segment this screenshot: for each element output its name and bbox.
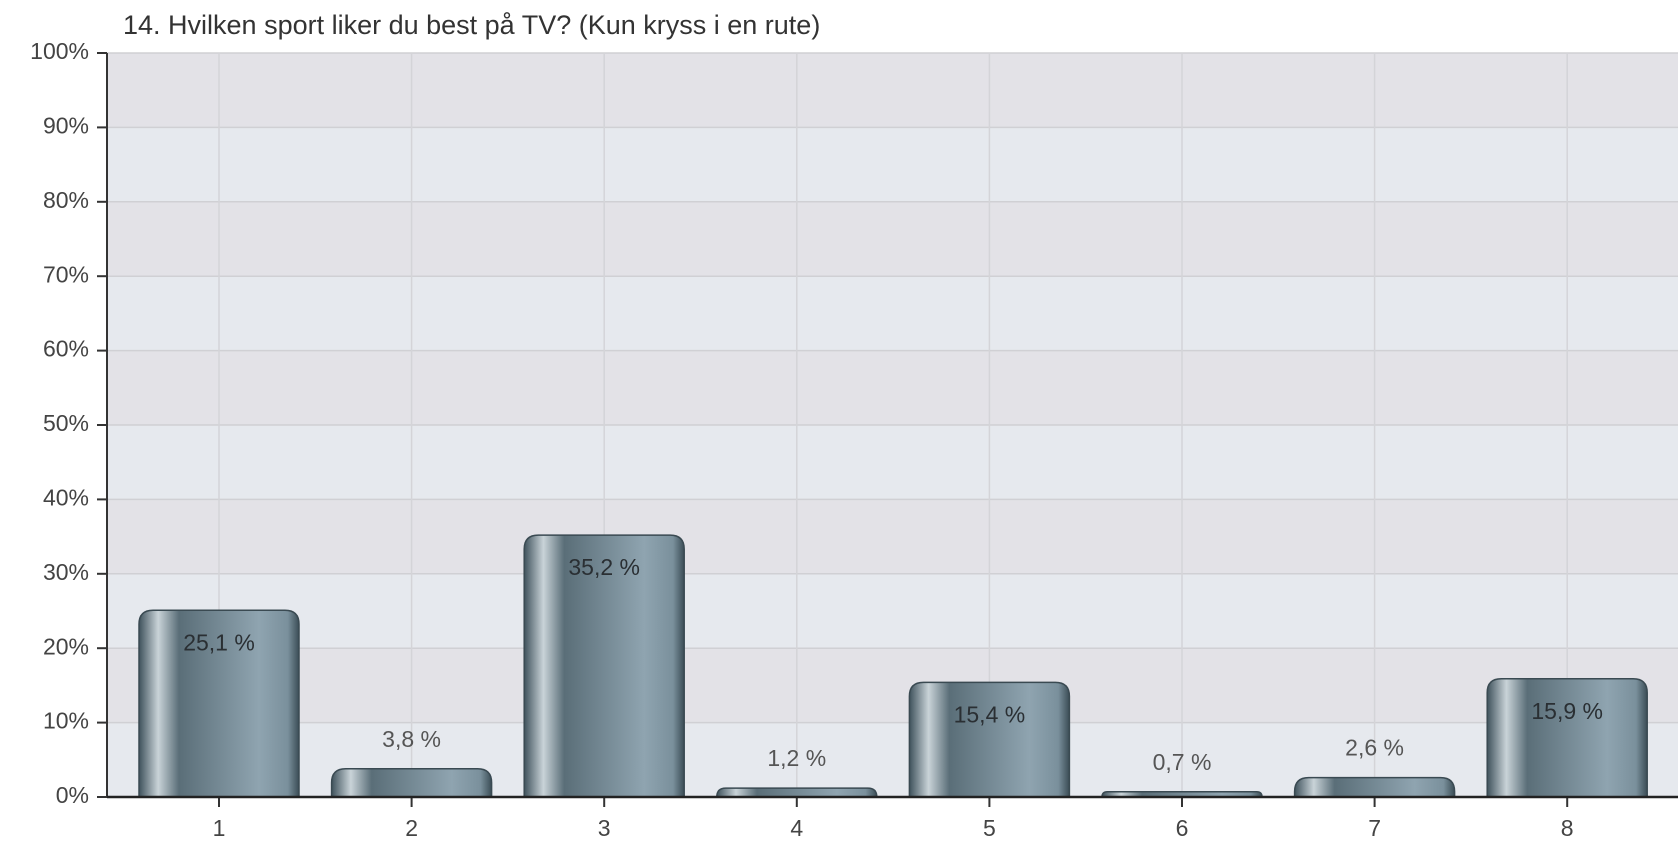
bar xyxy=(908,681,1071,798)
bar xyxy=(1486,677,1648,798)
bar xyxy=(330,767,493,798)
y-tick-label: 20% xyxy=(43,633,89,659)
y-tick-label: 30% xyxy=(43,559,89,585)
x-tick-label: 7 xyxy=(1368,815,1381,841)
plot-band xyxy=(107,499,1678,574)
x-tick-label: 6 xyxy=(1176,815,1189,841)
x-tick-label: 1 xyxy=(213,815,226,841)
y-tick-label: 70% xyxy=(43,261,89,287)
value-label: 15,9 % xyxy=(1531,698,1603,724)
plot-band xyxy=(107,648,1678,723)
bar xyxy=(1293,776,1456,798)
value-label: 0,7 % xyxy=(1153,749,1212,775)
bar xyxy=(523,534,685,798)
bar xyxy=(716,787,878,798)
plot-band xyxy=(107,573,1678,649)
plot-band xyxy=(107,201,1678,277)
x-tick-label: 8 xyxy=(1561,815,1574,841)
value-label: 2,6 % xyxy=(1345,735,1404,761)
plot-band xyxy=(107,53,1678,128)
x-tick-label: 4 xyxy=(790,815,803,841)
plot-band xyxy=(107,350,1678,425)
y-tick-label: 50% xyxy=(43,410,89,436)
y-tick-label: 60% xyxy=(43,336,89,362)
y-tick-label: 0% xyxy=(56,782,89,808)
bar xyxy=(1101,791,1263,798)
value-label: 1,2 % xyxy=(767,745,826,771)
y-tick-label: 100% xyxy=(30,38,89,64)
plot-band xyxy=(107,276,1678,351)
y-tick-label: 40% xyxy=(43,484,89,510)
value-label: 25,1 % xyxy=(183,629,255,655)
x-tick-label: 5 xyxy=(983,815,996,841)
plot-band xyxy=(107,127,1678,202)
value-label: 35,2 % xyxy=(568,554,640,580)
bar xyxy=(138,609,300,798)
y-tick-label: 10% xyxy=(43,708,89,734)
x-tick-label: 3 xyxy=(598,815,611,841)
chart-title: 14. Hvilken sport liker du best på TV? (… xyxy=(123,10,820,40)
value-label: 3,8 % xyxy=(382,726,441,752)
y-tick-label: 90% xyxy=(43,112,89,138)
plot-area xyxy=(107,53,1678,797)
x-tick-label: 2 xyxy=(405,815,418,841)
y-tick-label: 80% xyxy=(43,187,89,213)
plot-band xyxy=(107,425,1678,500)
value-label: 15,4 % xyxy=(954,702,1026,728)
